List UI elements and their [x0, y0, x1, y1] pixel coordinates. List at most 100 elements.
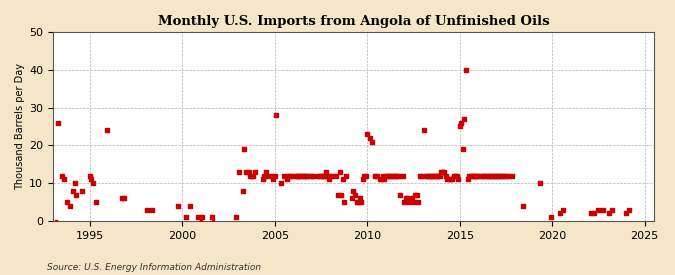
Point	[545, 215, 556, 219]
Point	[335, 192, 346, 197]
Point	[313, 174, 323, 178]
Point	[414, 174, 425, 178]
Point	[593, 207, 604, 212]
Point	[441, 174, 452, 178]
Point	[354, 196, 365, 200]
Point	[518, 204, 529, 208]
Point	[65, 204, 76, 208]
Point	[367, 139, 377, 144]
Point	[261, 170, 271, 174]
Point	[402, 196, 413, 200]
Point	[360, 174, 371, 178]
Point	[371, 174, 382, 178]
Point	[442, 177, 453, 182]
Point	[389, 174, 400, 178]
Point	[603, 211, 614, 216]
Point	[196, 219, 207, 223]
Point	[375, 177, 385, 182]
Point	[294, 174, 305, 178]
Point	[391, 174, 402, 178]
Point	[433, 174, 443, 178]
Point	[487, 174, 497, 178]
Point	[88, 181, 99, 185]
Point	[248, 174, 259, 178]
Y-axis label: Thousand Barrels per Day: Thousand Barrels per Day	[15, 63, 25, 190]
Point	[425, 174, 436, 178]
Point	[428, 174, 439, 178]
Point	[495, 174, 506, 178]
Point	[180, 215, 191, 219]
Point	[86, 177, 97, 182]
Point	[70, 181, 80, 185]
Point	[359, 174, 370, 178]
Point	[585, 211, 596, 216]
Point	[462, 177, 473, 182]
Point	[207, 215, 217, 219]
Point	[245, 174, 256, 178]
Point	[496, 174, 507, 178]
Point	[327, 174, 338, 178]
Point	[448, 174, 459, 178]
Point	[468, 174, 479, 178]
Point	[238, 147, 249, 151]
Point	[476, 174, 487, 178]
Point	[436, 170, 447, 174]
Point	[286, 174, 297, 178]
Point	[507, 174, 518, 178]
Point	[353, 200, 364, 204]
Point	[90, 200, 101, 204]
Point	[454, 124, 465, 129]
Point	[458, 147, 468, 151]
Point	[339, 200, 350, 204]
Point	[481, 174, 491, 178]
Point	[477, 174, 488, 178]
Point	[452, 174, 462, 178]
Point	[61, 200, 72, 204]
Point	[464, 174, 475, 178]
Point	[406, 196, 417, 200]
Point	[192, 215, 203, 219]
Point	[456, 120, 466, 125]
Point	[348, 189, 359, 193]
Point	[269, 174, 280, 178]
Point	[479, 174, 490, 178]
Point	[118, 196, 129, 200]
Point	[285, 174, 296, 178]
Point	[197, 215, 208, 219]
Point	[323, 177, 334, 182]
Point	[445, 177, 456, 182]
Point	[231, 215, 242, 219]
Point	[297, 174, 308, 178]
Point	[365, 136, 376, 140]
Point	[400, 196, 411, 200]
Point	[334, 170, 345, 174]
Point	[410, 192, 421, 197]
Point	[499, 174, 510, 178]
Point	[296, 174, 306, 178]
Point	[427, 174, 437, 178]
Point	[299, 174, 310, 178]
Point	[291, 174, 302, 178]
Point	[316, 174, 327, 178]
Point	[300, 174, 311, 178]
Point	[421, 174, 431, 178]
Point	[459, 117, 470, 121]
Point	[58, 177, 69, 182]
Point	[267, 174, 277, 178]
Point	[382, 174, 393, 178]
Point	[558, 207, 568, 212]
Point	[416, 174, 427, 178]
Point	[408, 200, 419, 204]
Point	[399, 200, 410, 204]
Point	[52, 120, 63, 125]
Point	[621, 211, 632, 216]
Point	[51, 219, 61, 223]
Point	[385, 174, 396, 178]
Point	[282, 177, 293, 182]
Point	[488, 174, 499, 178]
Point	[381, 174, 392, 178]
Point	[447, 177, 458, 182]
Point	[388, 174, 399, 178]
Point	[465, 174, 476, 178]
Point	[370, 174, 381, 178]
